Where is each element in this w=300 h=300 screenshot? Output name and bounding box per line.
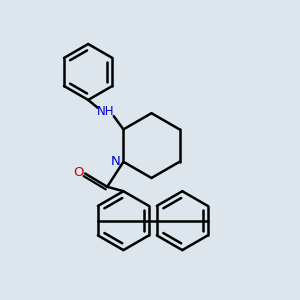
Text: N: N <box>110 155 120 168</box>
Text: NH: NH <box>97 105 115 118</box>
Text: O: O <box>74 166 84 178</box>
